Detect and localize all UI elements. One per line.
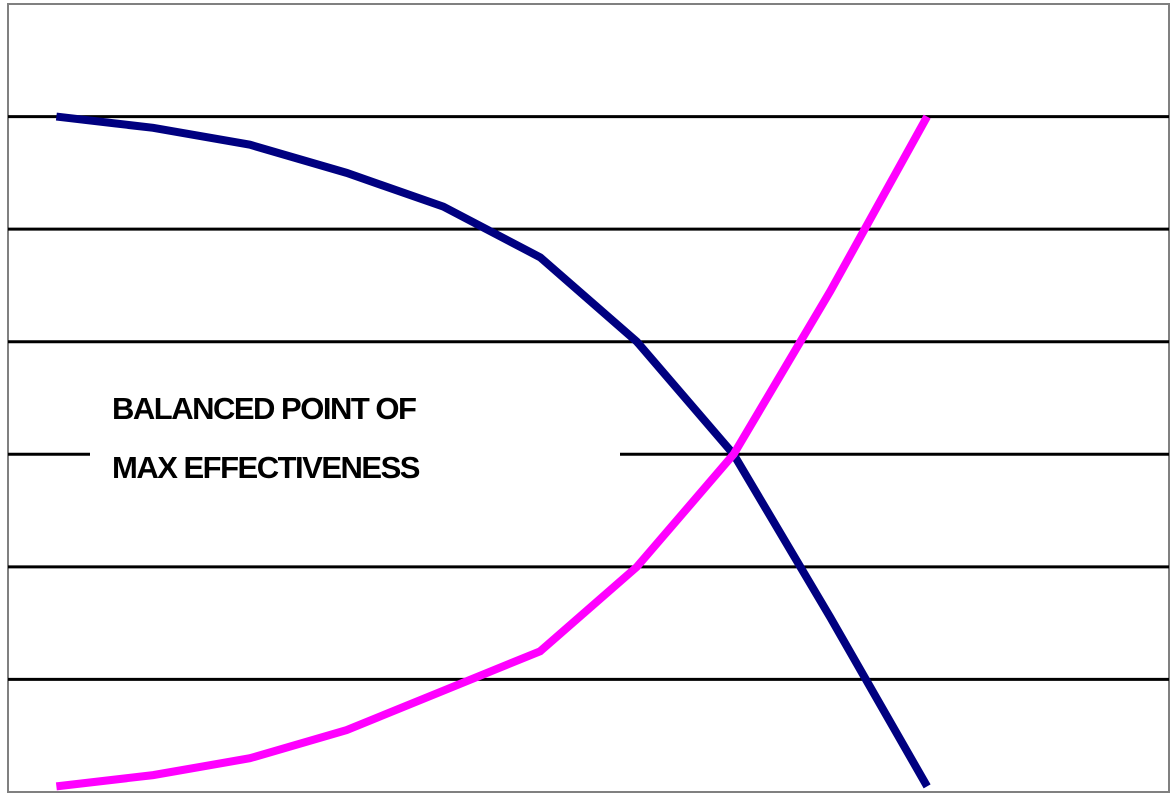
annotation-background: [90, 385, 620, 500]
line-series: [55, 114, 931, 791]
line-series: [55, 112, 931, 789]
annotation: MAX EFFECTIVENESS: [112, 450, 420, 485]
annotation: BALANCED POINT OF: [112, 391, 416, 426]
